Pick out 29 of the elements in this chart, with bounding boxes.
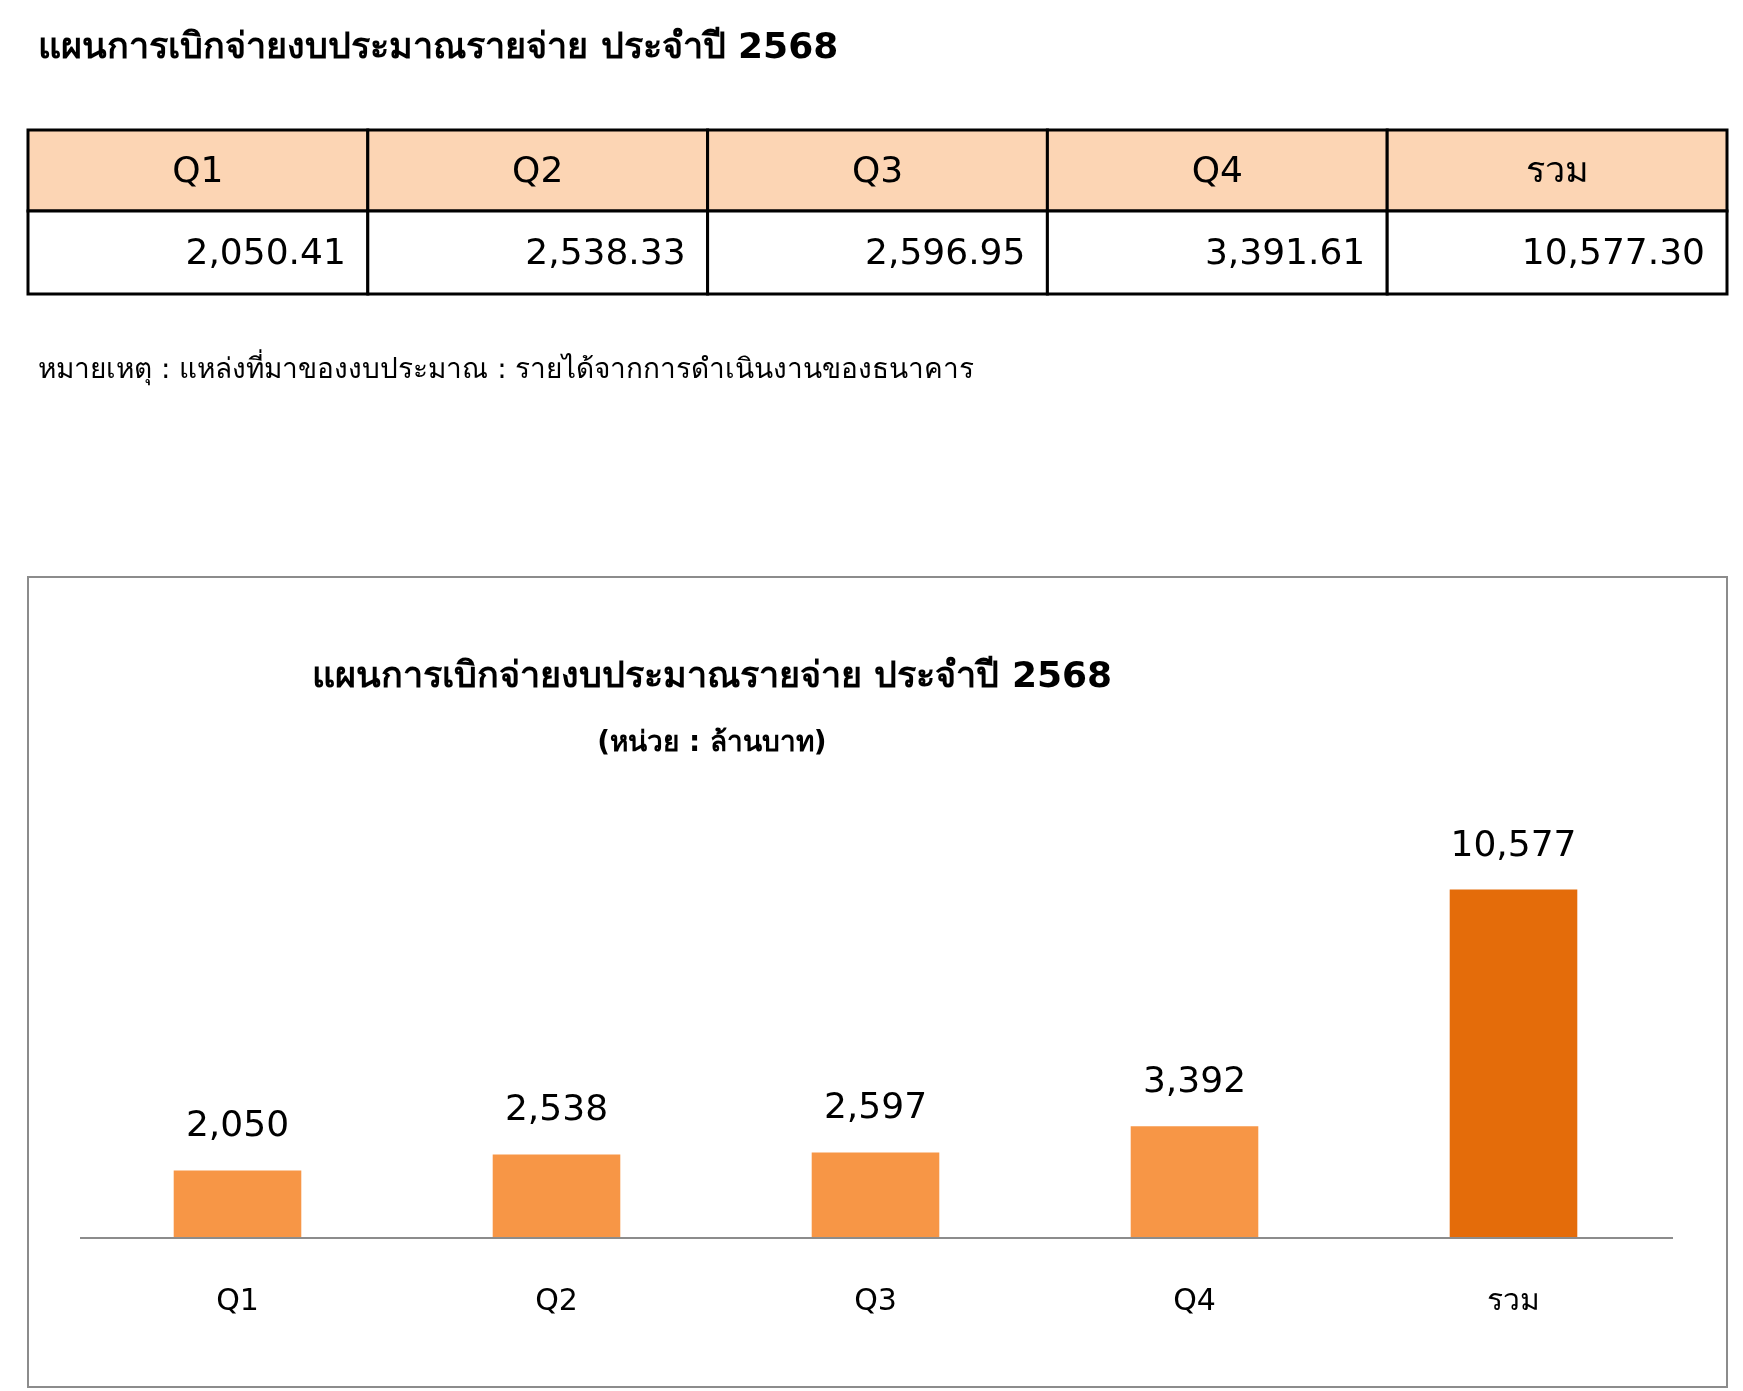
bar bbox=[173, 1170, 302, 1238]
text: หมายเหตุ : แหล่งที่มาของงบประมาณ : รายได้จากการดำเนินงานของธนาคาร bbox=[38, 349, 975, 386]
bar bbox=[811, 1152, 940, 1238]
x-tick-label: Q4 bbox=[1173, 1282, 1216, 1317]
chart-title: แผนการเบิกจ่ายงบประมาณรายจ่าย ประจำปี 2568 bbox=[311, 654, 1113, 695]
text: แผนการเบิกจ่ายงบประมาณรายจ่าย ประจำปี 2568 bbox=[38, 25, 839, 66]
text: 2,596.95 bbox=[865, 231, 1026, 272]
x-tick-label: รวม bbox=[1487, 1282, 1540, 1317]
category-label: Q2 bbox=[512, 149, 564, 190]
bar bbox=[1449, 889, 1578, 1238]
category-label: Q3 bbox=[851, 149, 904, 190]
data-label: 3,392 bbox=[1142, 1059, 1247, 1101]
category-label: Q4 bbox=[1191, 149, 1243, 190]
x-tick-label: Q3 bbox=[854, 1282, 897, 1317]
bar bbox=[492, 1154, 621, 1238]
text: 2,538.33 bbox=[525, 231, 686, 272]
chart-subtitle: (หน่วย : ล้านบาท) bbox=[597, 725, 827, 758]
bar bbox=[1130, 1126, 1259, 1238]
x-tick-label: Q1 bbox=[216, 1282, 259, 1317]
data-label: 10,577 bbox=[1450, 822, 1577, 864]
data-label: 2,538 bbox=[504, 1087, 609, 1129]
text: 2,050.41 bbox=[185, 231, 346, 272]
data-label: 2,597 bbox=[823, 1085, 928, 1127]
category-label: รวม bbox=[1525, 149, 1589, 190]
category-label: Q1 bbox=[172, 149, 224, 190]
x-tick-label: Q2 bbox=[535, 1282, 578, 1317]
text: 10,577.30 bbox=[1521, 231, 1705, 272]
text: 3,391.61 bbox=[1204, 231, 1366, 272]
data-label: 2,050 bbox=[185, 1103, 290, 1145]
